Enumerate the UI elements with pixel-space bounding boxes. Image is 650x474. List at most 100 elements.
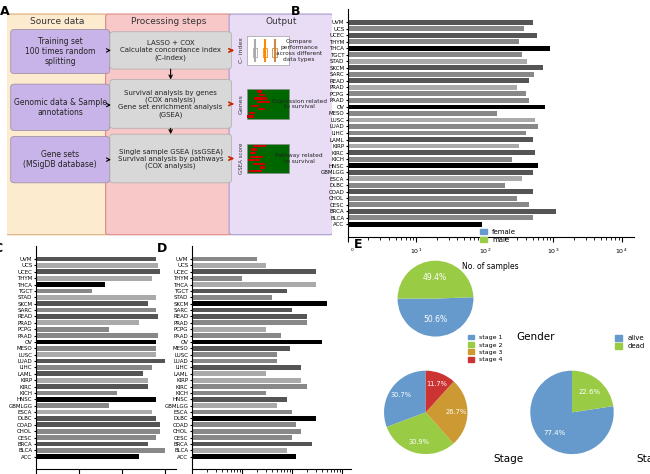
Bar [36,403,109,408]
Bar [0,448,287,453]
Bar [0,359,277,364]
Bar [0,410,292,414]
Bar [0,378,301,383]
Bar [0,130,526,136]
Bar [36,308,156,312]
FancyBboxPatch shape [10,137,109,183]
Wedge shape [387,412,454,454]
Bar [0,46,550,51]
Bar [36,416,156,421]
FancyBboxPatch shape [105,14,233,235]
FancyBboxPatch shape [248,159,257,162]
Bar [0,196,517,201]
FancyBboxPatch shape [229,14,333,235]
Text: Genomic data & Sample
annotations: Genomic data & Sample annotations [14,98,107,117]
Text: Genes: Genes [239,94,244,114]
FancyBboxPatch shape [252,108,262,110]
FancyBboxPatch shape [110,80,231,128]
Bar [0,384,307,389]
Wedge shape [398,261,473,299]
Bar [0,176,522,181]
Bar [0,72,534,77]
FancyBboxPatch shape [110,134,231,183]
Text: Pathway related
to survival: Pathway related to survival [275,153,323,164]
Text: 30.7%: 30.7% [391,392,411,398]
Bar [0,150,536,155]
Bar [36,346,156,351]
Bar [0,301,327,306]
Text: 77.4%: 77.4% [543,430,566,436]
FancyBboxPatch shape [247,36,289,65]
Bar [36,442,148,447]
FancyBboxPatch shape [255,166,266,169]
Bar [36,301,148,306]
FancyBboxPatch shape [247,97,254,100]
Text: 30.9%: 30.9% [408,438,429,445]
Bar [0,276,242,281]
Text: 49.4%: 49.4% [423,273,447,283]
FancyBboxPatch shape [253,112,259,114]
Text: Training set
100 times random
splitting: Training set 100 times random splitting [25,36,96,66]
Bar [36,365,152,370]
Text: C: C [0,242,3,255]
Bar [0,124,538,129]
Text: Stage: Stage [493,454,524,465]
FancyBboxPatch shape [247,144,289,173]
FancyBboxPatch shape [10,84,109,130]
Bar [0,263,266,268]
Bar [36,372,143,376]
FancyBboxPatch shape [247,148,260,151]
FancyBboxPatch shape [247,89,289,118]
Bar [0,327,266,331]
Bar [0,269,316,274]
Text: Single sample GSEA (ssGSEA)
Survival analysis by pathways
(COX analysis): Single sample GSEA (ssGSEA) Survival ana… [118,148,224,169]
Bar [0,85,517,90]
Bar [36,276,152,281]
Bar [0,256,257,261]
Text: LASSO + COX
Calculate concordance index
(C-index): LASSO + COX Calculate concordance index … [120,40,221,61]
FancyBboxPatch shape [254,145,260,147]
Bar [36,333,159,338]
Bar [0,137,532,142]
Bar [0,79,530,83]
Bar [0,372,266,376]
Bar [0,320,307,325]
Bar [36,391,118,395]
Wedge shape [384,371,426,427]
Wedge shape [426,382,467,444]
Bar [36,378,148,383]
FancyBboxPatch shape [254,152,261,154]
FancyBboxPatch shape [257,115,264,118]
Bar [36,422,161,427]
Bar [0,215,532,220]
Text: 22.6%: 22.6% [578,389,601,395]
FancyBboxPatch shape [253,48,257,57]
Text: Expression related
to survival: Expression related to survival [272,99,326,109]
Bar [36,435,156,440]
Bar [0,202,530,207]
Bar [0,170,532,174]
Bar [0,39,519,44]
Bar [0,104,545,109]
Bar [36,289,92,293]
Text: Status: Status [636,454,650,465]
Bar [36,359,164,364]
Bar [0,289,287,293]
Bar [0,442,312,447]
Bar [0,53,522,57]
Bar [0,98,530,103]
Text: Gene sets
(MSigDB database): Gene sets (MSigDB database) [23,150,97,169]
Wedge shape [530,371,614,454]
Bar [0,144,519,148]
Bar [0,282,316,287]
Bar [0,333,281,338]
Text: Processing steps: Processing steps [131,18,207,27]
FancyBboxPatch shape [259,105,267,107]
Text: Source data: Source data [30,18,84,27]
Bar [0,222,482,227]
FancyBboxPatch shape [272,48,277,57]
FancyBboxPatch shape [5,14,109,235]
Bar [0,189,532,194]
FancyBboxPatch shape [257,94,263,96]
Bar [36,295,156,300]
